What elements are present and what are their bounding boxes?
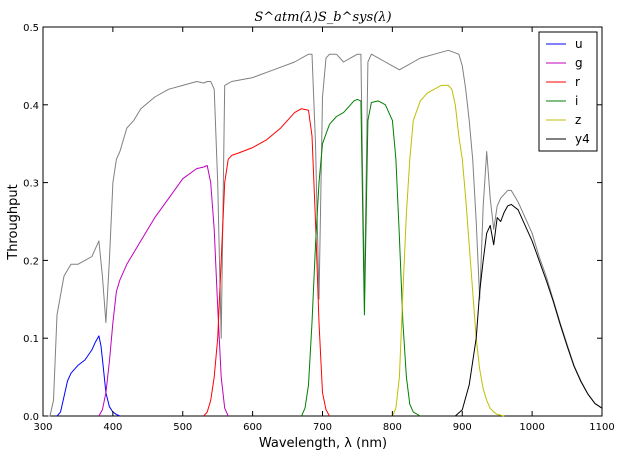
series-line-y4 xyxy=(454,203,603,417)
x-tick-label-5: 800 xyxy=(383,422,402,433)
y-axis-label: Throughput xyxy=(6,184,21,261)
series-line-r xyxy=(203,108,330,417)
plot-frame xyxy=(42,26,603,417)
series-layer xyxy=(43,49,603,417)
y-tick-label-2: 0.2 xyxy=(23,256,39,267)
legend-label-u: u xyxy=(575,37,583,51)
x-axis-label: Wavelength, λ (nm) xyxy=(259,436,387,451)
y-tick-label-0: 0.0 xyxy=(23,412,39,423)
x-tick-label-3: 600 xyxy=(243,422,262,433)
series-line-atmosphere xyxy=(43,49,603,417)
legend-label-r: r xyxy=(575,75,580,89)
legend-box xyxy=(538,31,598,152)
y-tick-label-4: 0.4 xyxy=(23,101,39,112)
x-tick-label-0: 300 xyxy=(33,422,52,433)
legend-label-g: g xyxy=(575,56,583,70)
x-tick-label-7: 1000 xyxy=(519,422,544,433)
legend-label-z: z xyxy=(575,113,581,127)
series-line-g xyxy=(98,165,229,417)
ticks-layer: 300 400 500 600 700 800 900 1000 1100 0.0 0.1 0.2 0.… xyxy=(23,23,615,433)
x-tick-label-6: 900 xyxy=(453,422,472,433)
legend-label-i: i xyxy=(575,94,578,108)
series-line-z xyxy=(391,84,505,417)
x-tick-label-1: 400 xyxy=(103,422,122,433)
x-tick-label-2: 500 xyxy=(173,422,192,433)
y-tick-label-3: 0.3 xyxy=(23,179,39,190)
y-tick-label-5: 0.5 xyxy=(23,23,39,34)
series-line-u xyxy=(56,335,121,417)
series-line-i xyxy=(301,98,421,417)
legend-label-y4: y4 xyxy=(575,132,590,146)
x-tick-label-4: 700 xyxy=(313,422,332,433)
y-tick-label-1: 0.1 xyxy=(23,334,39,345)
x-tick-label-8: 1100 xyxy=(589,422,614,433)
chart-title: S^atm(λ)S_b^sys(λ) xyxy=(254,10,391,25)
